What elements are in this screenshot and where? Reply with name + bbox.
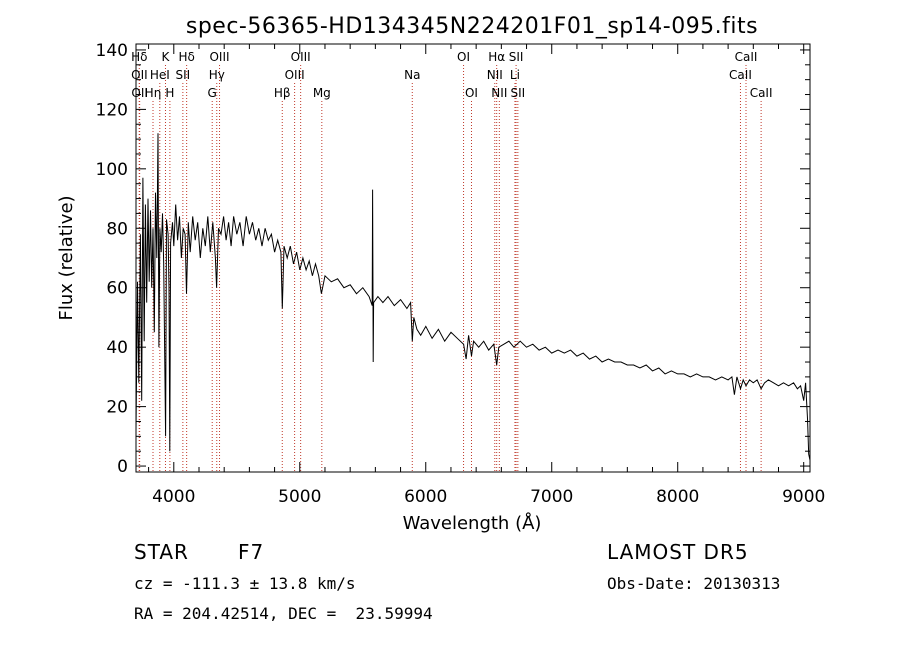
observation-date: Obs-Date: 20130313 [607, 574, 781, 593]
x-tick-label: 8000 [656, 487, 699, 507]
object-class: STAR [134, 540, 189, 564]
y-tick-label: 140 [96, 41, 128, 61]
x-tick-label: 5000 [278, 487, 321, 507]
line-label: SII [509, 50, 524, 64]
line-label: H [165, 86, 174, 100]
coordinates: RA = 204.42514, DEC = 23.59994 [134, 604, 433, 623]
x-axis: 4000 5000 6000 7000 8000 9000 [148, 44, 825, 507]
line-label: Hγ [209, 68, 225, 82]
x-tick-label: 7000 [530, 487, 573, 507]
subclass: F7 [238, 540, 265, 564]
x-tick-label: 6000 [404, 487, 447, 507]
line-label: Hη [145, 86, 162, 100]
line-label: OI [457, 50, 470, 64]
line-label: CaII [729, 68, 752, 82]
line-label: OIII [291, 50, 311, 64]
line-label: NII [491, 86, 507, 100]
y-tick-label: 120 [96, 100, 128, 120]
survey-name: LAMOST DR5 [607, 540, 749, 564]
spectrum-line [135, 133, 811, 461]
line-label: HeI [150, 68, 170, 82]
plot-frame [135, 43, 811, 473]
line-label: Hβ [274, 86, 291, 100]
y-tick-label: 100 [96, 160, 128, 180]
line-label: NII [487, 68, 503, 82]
y-axis: 0 20 40 60 80 100 120 140 [96, 41, 810, 477]
x-tick-label: 4000 [152, 487, 195, 507]
line-label: G [208, 86, 217, 100]
line-label: CaII [735, 50, 758, 64]
line-label: OII [131, 68, 148, 82]
line-label: Hδ [178, 50, 194, 64]
line-label: SII [176, 68, 191, 82]
chart-title: spec-56365-HD134345N224201F01_sp14-095.f… [186, 14, 758, 39]
line-label: Li [510, 68, 520, 82]
y-axis-label: Flux (relative) [56, 195, 77, 320]
y-tick-label: 40 [106, 338, 128, 358]
emission-line-markers [138, 65, 762, 472]
line-label: SII [510, 86, 525, 100]
line-label: Mg [313, 86, 331, 100]
line-label: OIII [285, 68, 305, 82]
y-tick-label: 0 [117, 457, 128, 477]
line-label: Hα [488, 50, 505, 64]
line-label: Hδ [131, 50, 147, 64]
line-label: K [162, 50, 171, 64]
redshift-velocity: cz = -111.3 ± 13.8 km/s [134, 574, 356, 593]
x-axis-label: Wavelength (Å) [403, 512, 542, 534]
y-tick-label: 60 [106, 279, 128, 299]
line-label: Na [404, 68, 420, 82]
line-label: CaII [750, 86, 773, 100]
line-label: OIII [209, 50, 229, 64]
x-tick-label: 9000 [782, 487, 825, 507]
y-tick-label: 20 [106, 398, 128, 418]
line-label: OI [465, 86, 478, 100]
y-tick-label: 80 [106, 219, 128, 239]
